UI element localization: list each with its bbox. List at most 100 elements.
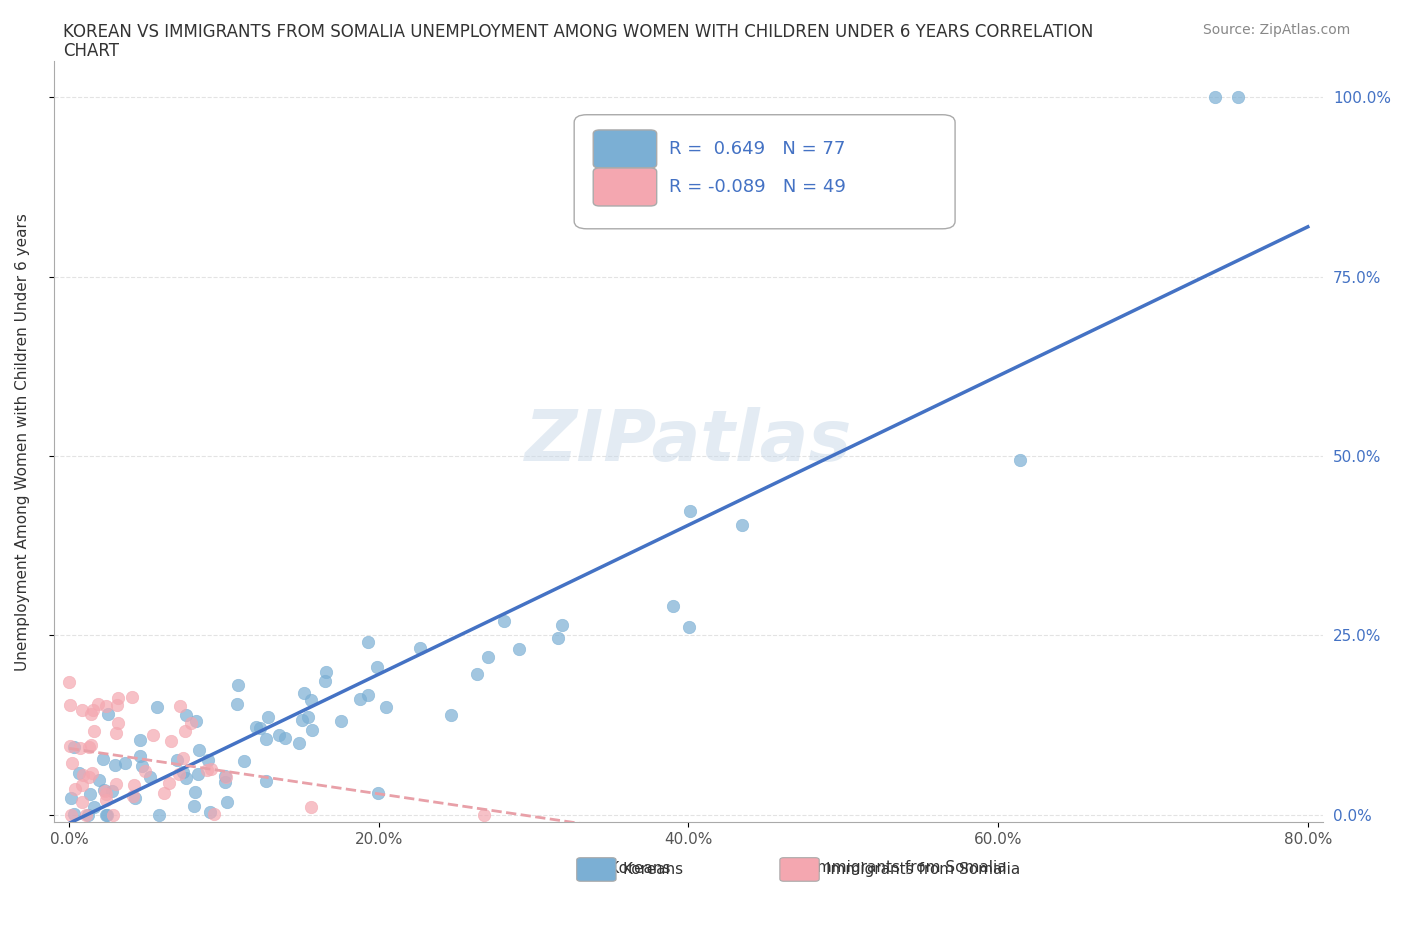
Point [292,686,315,701]
Point [59,807,82,822]
Point [477,650,499,665]
Point [138,769,160,784]
Point [167,767,190,782]
Point [96,807,118,822]
Point [77,770,100,785]
Point [197,763,219,777]
Point [148,807,170,822]
Point [114,755,136,770]
Point [96,793,118,808]
Point [291,712,314,727]
Text: CHART: CHART [63,42,120,60]
Point [94,698,117,713]
Point [107,690,129,705]
Point [59,790,82,805]
Point [94,787,117,802]
Point [249,721,271,736]
Point [142,727,165,742]
Point [198,805,221,820]
Point [357,634,380,649]
Point [76,807,98,822]
Point [58,674,80,689]
Point [75,807,97,822]
Point [197,753,219,768]
Text: ◻  Koreans: ◻ Koreans [586,860,671,875]
Point [128,732,150,747]
Point [91,751,114,766]
Point [169,698,191,713]
Point [105,777,128,791]
Point [254,732,277,747]
Point [232,753,254,768]
Point [187,766,209,781]
Point [104,757,127,772]
Point [215,770,238,785]
Point [245,720,267,735]
Point [180,716,202,731]
Point [100,784,122,799]
Point [134,764,156,779]
Point [172,751,194,765]
Point [121,690,143,705]
FancyBboxPatch shape [574,114,955,229]
Text: Immigrants from Somalia: Immigrants from Somalia [825,862,1019,877]
Point [59,698,82,712]
Point [62,806,84,821]
Point [80,737,103,752]
Point [101,807,124,822]
Point [131,758,153,773]
Point [254,774,277,789]
Point [59,738,82,753]
Point [551,618,574,633]
Point [299,800,322,815]
Point [314,673,336,688]
Point [63,740,86,755]
Point [226,677,249,692]
Point [678,619,700,634]
Point [60,756,83,771]
Text: Source: ZipAtlas.com: Source: ZipAtlas.com [1202,23,1350,37]
Point [160,734,183,749]
Point [70,703,93,718]
Point [83,724,105,739]
Point [166,752,188,767]
Point [94,784,117,799]
Point [152,785,174,800]
Point [440,708,463,723]
Point [97,707,120,722]
Point [107,716,129,731]
Point [217,794,239,809]
Point [79,786,101,801]
FancyBboxPatch shape [576,857,616,882]
Point [122,789,145,804]
Point [172,764,194,779]
Point [80,707,103,722]
Point [288,736,311,751]
Point [104,725,127,740]
Point [188,742,211,757]
Point [202,806,225,821]
Text: R =  0.649   N = 77: R = 0.649 N = 77 [669,140,846,158]
Point [367,786,389,801]
Point [1204,90,1226,105]
Point [105,698,128,712]
Point [82,702,104,717]
Point [63,782,86,797]
Point [173,724,195,738]
Point [176,770,198,785]
Point [472,807,495,822]
Point [186,713,208,728]
Point [679,504,702,519]
Point [87,697,110,711]
Point [349,692,371,707]
Point [67,765,90,780]
Point [409,641,432,656]
Point [662,599,685,614]
FancyBboxPatch shape [593,130,657,168]
Text: ZIPatlas: ZIPatlas [524,407,852,476]
Point [128,749,150,764]
Point [492,614,515,629]
Point [77,740,100,755]
FancyBboxPatch shape [780,857,820,882]
Point [267,728,290,743]
